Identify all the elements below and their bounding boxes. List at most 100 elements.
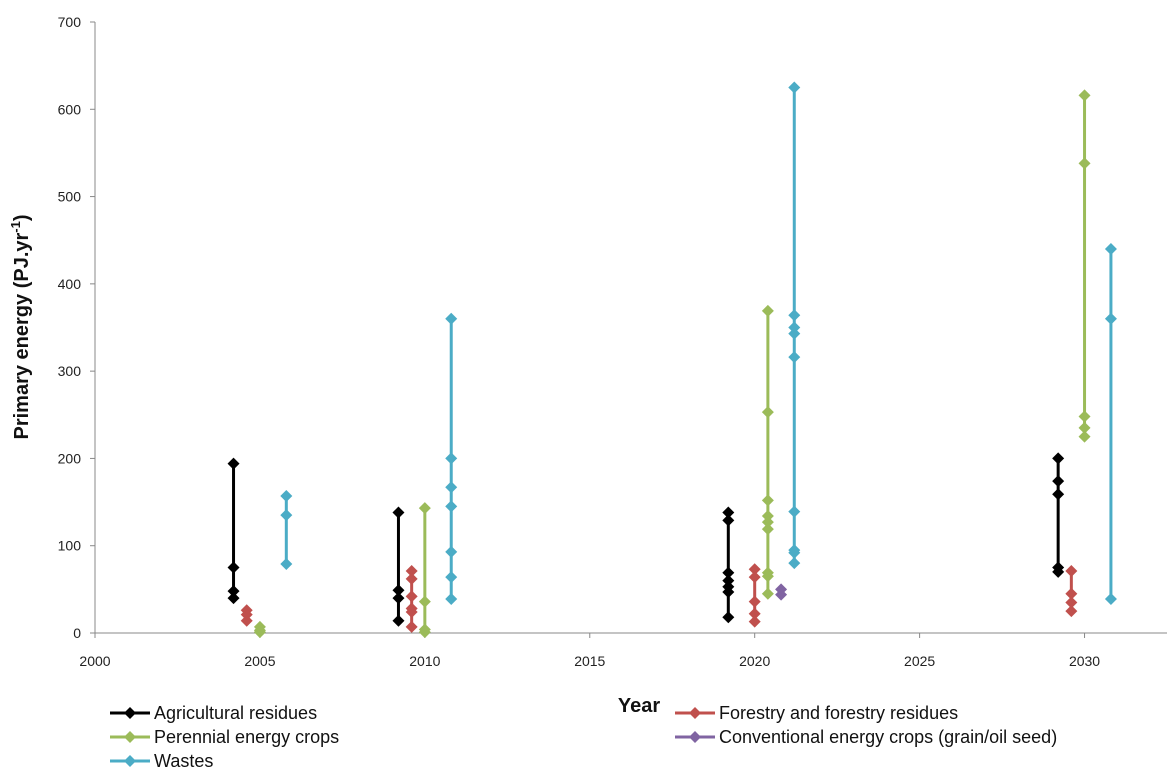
x-tick-label: 2030: [1069, 653, 1100, 669]
data-point: [722, 506, 735, 519]
data-point: [722, 611, 735, 624]
data-point: [748, 615, 761, 628]
legend-item: Agricultural residues: [110, 703, 317, 723]
data-point: [1078, 89, 1091, 102]
data-point: [1065, 587, 1078, 600]
data-point: [253, 626, 266, 639]
data-point: [761, 494, 774, 507]
legend-label: Conventional energy crops (grain/oil see…: [719, 727, 1057, 747]
data-point: [761, 570, 774, 583]
y-axis-title: Primary energy (PJ.yr-1): [8, 214, 33, 439]
data-point: [1104, 592, 1117, 605]
y-tick-label: 300: [58, 363, 82, 379]
data-point: [788, 309, 801, 322]
data-point: [761, 516, 774, 529]
series-perennial-energy-crops: [253, 89, 1091, 639]
data-point: [418, 626, 431, 639]
y-axis-title-superscript: -1: [8, 221, 23, 233]
data-point: [405, 590, 418, 603]
data-point: [227, 592, 240, 605]
series-agricultural-residues: [227, 452, 1065, 627]
y-axis-title-close: ): [11, 214, 33, 221]
data-point: [788, 557, 801, 570]
y-tick-label: 600: [58, 101, 82, 117]
data-point: [788, 546, 801, 559]
data-point: [280, 558, 293, 571]
x-tick-label: 2020: [739, 653, 770, 669]
legend-marker: [689, 731, 701, 743]
data-point: [761, 304, 774, 317]
legend-marker: [124, 731, 136, 743]
axis-titles: Year Primary energy (PJ.yr-1): [8, 214, 660, 717]
legend-item: Perennial energy crops: [110, 727, 339, 747]
data-point: [1065, 596, 1078, 609]
data-point: [1065, 605, 1078, 618]
data-series: [227, 81, 1117, 639]
data-point: [748, 571, 761, 584]
data-point: [1104, 312, 1117, 325]
legend-marker: [124, 755, 136, 767]
data-point: [1078, 421, 1091, 434]
data-point: [788, 327, 801, 340]
y-tick-label: 200: [58, 450, 82, 466]
x-tick-label: 2015: [574, 653, 605, 669]
data-point: [227, 457, 240, 470]
legend-item: Forestry and forestry residues: [675, 703, 958, 723]
data-point: [1052, 488, 1065, 501]
legend-marker: [124, 707, 136, 719]
data-point: [418, 595, 431, 608]
data-point: [722, 566, 735, 579]
x-tick-label: 2000: [79, 653, 110, 669]
data-point: [775, 588, 788, 601]
y-axis-title-main: Primary energy (PJ.yr: [11, 233, 33, 440]
data-point: [748, 607, 761, 620]
data-point: [405, 606, 418, 619]
data-point: [748, 595, 761, 608]
y-tick-label: 0: [73, 625, 81, 641]
y-tick-label: 100: [58, 538, 82, 554]
data-point: [418, 502, 431, 515]
legend-label: Wastes: [154, 751, 213, 769]
legend: Agricultural residues Perennial energy cr…: [110, 703, 1057, 769]
data-point: [788, 81, 801, 94]
x-tick-label: 2025: [904, 653, 935, 669]
data-point: [1078, 430, 1091, 443]
data-point: [445, 500, 458, 513]
y-tick-label: 400: [58, 276, 82, 292]
data-point: [788, 321, 801, 334]
data-point: [748, 563, 761, 576]
y-tick-label: 500: [58, 189, 82, 205]
x-tick-label: 2005: [244, 653, 275, 669]
legend-label: Agricultural residues: [154, 703, 317, 723]
data-point: [280, 489, 293, 502]
legend-label: Forestry and forestry residues: [719, 703, 958, 723]
data-point: [761, 523, 774, 536]
data-point: [788, 351, 801, 364]
legend-marker: [689, 707, 701, 719]
data-point: [1052, 475, 1065, 488]
data-point: [405, 620, 418, 633]
data-point: [445, 545, 458, 558]
data-point: [722, 574, 735, 587]
data-point: [445, 481, 458, 494]
data-point: [405, 565, 418, 578]
series-forestry-and-forestry-residues: [240, 563, 1078, 633]
data-point: [240, 608, 253, 621]
data-point: [445, 592, 458, 605]
data-point: [392, 584, 405, 597]
axes: [90, 21, 1167, 638]
data-point: [722, 514, 735, 527]
data-point: [1078, 157, 1091, 170]
data-point: [1078, 410, 1091, 423]
data-point: [445, 571, 458, 584]
data-point: [227, 561, 240, 574]
x-axis-title: Year: [618, 695, 660, 717]
data-point: [445, 452, 458, 465]
legend-item: Conventional energy crops (grain/oil see…: [675, 727, 1057, 747]
data-point: [1052, 452, 1065, 465]
data-point: [392, 592, 405, 605]
data-point: [405, 572, 418, 585]
data-point: [788, 505, 801, 518]
